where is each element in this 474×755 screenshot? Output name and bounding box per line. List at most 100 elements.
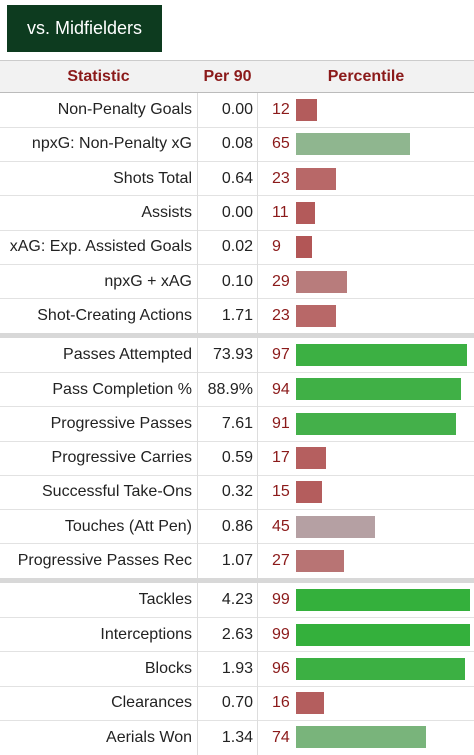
stat-name: Progressive Passes Rec	[17, 552, 192, 570]
percentile-value: 74	[272, 728, 290, 746]
row-divider	[0, 543, 474, 545]
percentile-bar	[296, 515, 376, 538]
percentile-value: 99	[272, 625, 290, 643]
per90-value: 1.93	[221, 659, 253, 677]
percentile-bar	[296, 549, 344, 572]
per90-value: 0.00	[221, 101, 253, 119]
percentile-value: 9	[272, 238, 281, 256]
stat-name: Blocks	[144, 659, 192, 677]
percentile-value: 15	[272, 483, 290, 501]
row-divider	[0, 298, 474, 300]
stat-name: Clearances	[111, 694, 192, 712]
stat-name: npxG: Non-Penalty xG	[31, 135, 192, 153]
percentile-value: 23	[272, 169, 290, 187]
percentile-value: 11	[272, 204, 289, 222]
column-divider	[197, 338, 198, 579]
row-divider	[0, 195, 474, 197]
stat-name: Shots Total	[113, 169, 192, 187]
group-separator	[0, 333, 474, 339]
per90-value: 1.34	[221, 728, 253, 746]
row-divider	[0, 651, 474, 653]
row-divider	[0, 126, 474, 128]
percentile-value: 16	[272, 694, 290, 712]
per90-value: 0.00	[221, 204, 253, 222]
stat-name: Touches (Att Pen)	[64, 517, 192, 535]
per90-value: 1.71	[221, 306, 253, 324]
percentile-bar	[296, 692, 325, 715]
percentile-value: 29	[272, 272, 290, 290]
percentile-bar	[296, 623, 471, 646]
percentile-bar	[296, 133, 411, 156]
row-divider	[0, 685, 474, 687]
percentile-value: 94	[272, 380, 290, 398]
stat-name: Non-Penalty Goals	[57, 101, 192, 119]
filter-button[interactable]: vs. Midfielders	[7, 5, 162, 52]
stat-name: Shot-Creating Actions	[37, 306, 192, 324]
row-divider	[0, 719, 474, 721]
percentile-value: 27	[272, 552, 290, 570]
percentile-bar	[296, 726, 427, 749]
per90-value: 7.61	[221, 414, 253, 432]
per90-value: 1.07	[221, 552, 253, 570]
row-divider	[0, 440, 474, 442]
percentile-value: 17	[272, 449, 290, 467]
stat-name: npxG + xAG	[104, 272, 192, 290]
column-divider	[197, 93, 198, 334]
percentile-value: 45	[272, 517, 290, 535]
percentile-bar	[296, 167, 337, 190]
per90-value: 0.32	[221, 483, 253, 501]
row-divider	[0, 509, 474, 511]
stat-name: Successful Take-Ons	[42, 483, 192, 501]
row-divider	[0, 617, 474, 618]
column-divider	[197, 583, 198, 755]
per90-value: 0.08	[221, 135, 253, 153]
stat-name: Progressive Carries	[51, 449, 192, 467]
percentile-bar	[296, 657, 465, 680]
stat-name: Assists	[141, 204, 192, 222]
percentile-value: 91	[272, 414, 290, 432]
per90-value: 0.86	[221, 517, 253, 535]
per90-value: 73.93	[212, 346, 253, 364]
percentile-bar	[296, 201, 316, 224]
row-divider	[0, 229, 474, 231]
group-separator	[0, 578, 474, 584]
per90-value: 0.02	[221, 238, 253, 256]
row-divider	[0, 264, 474, 265]
per90-value: 0.59	[221, 449, 253, 467]
stat-name: Aerials Won	[106, 728, 192, 746]
per90-value: 2.63	[221, 625, 253, 643]
percentile-value: 97	[272, 346, 290, 364]
header-cell: Statistic	[67, 67, 130, 85]
percentile-value: 65	[272, 135, 290, 153]
column-divider	[257, 93, 258, 334]
stat-name: Tackles	[138, 591, 192, 609]
header-cell: Percentile	[327, 67, 405, 85]
percentile-bar	[296, 447, 326, 469]
percentile-bar	[296, 304, 337, 327]
percentile-bar	[296, 270, 348, 293]
percentile-bar	[296, 378, 462, 401]
column-divider	[257, 583, 258, 755]
per90-value: 4.23	[221, 591, 253, 609]
percentile-bar	[296, 589, 471, 612]
percentile-bar	[296, 344, 467, 367]
per90-value: 88.9%	[207, 380, 253, 398]
row-divider	[0, 371, 474, 373]
per90-value: 0.70	[221, 694, 253, 712]
percentile-value: 23	[272, 306, 290, 324]
stat-name: Interceptions	[100, 625, 192, 643]
percentile-value: 96	[272, 659, 290, 677]
row-divider	[0, 161, 474, 163]
percentile-bar	[296, 236, 312, 259]
table-header	[0, 60, 474, 93]
row-divider	[0, 474, 474, 476]
percentile-bar	[296, 412, 457, 435]
stat-name: Progressive Passes	[50, 414, 192, 432]
stat-name: xAG: Exp. Assisted Goals	[9, 238, 192, 256]
per90-value: 0.10	[221, 272, 253, 290]
per90-value: 0.64	[221, 169, 253, 187]
percentile-bar	[296, 481, 323, 504]
row-divider	[0, 406, 474, 408]
stat-name: Passes Attempted	[63, 346, 192, 364]
